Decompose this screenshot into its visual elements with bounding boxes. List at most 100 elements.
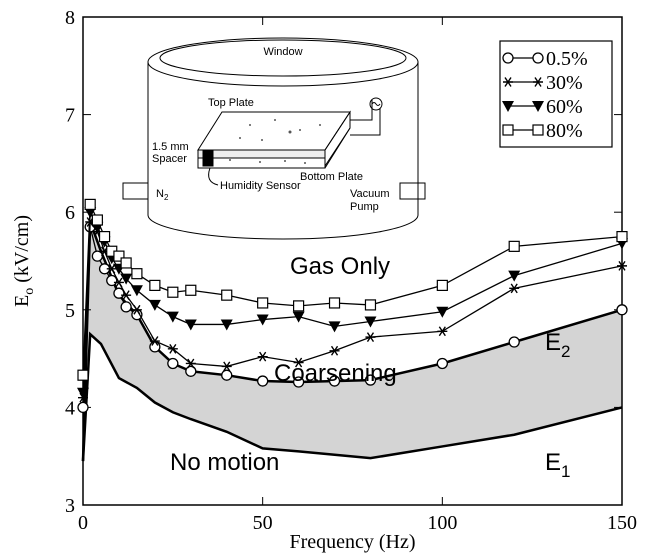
marker bbox=[257, 351, 268, 362]
marker bbox=[77, 401, 89, 414]
marker bbox=[617, 260, 627, 271]
gas-port bbox=[122, 182, 149, 200]
y-label-rest: (kV/cm) bbox=[11, 215, 33, 288]
boundary-label: E1 bbox=[545, 449, 570, 481]
marker bbox=[91, 250, 104, 262]
sensor-arrow bbox=[208, 167, 219, 186]
boundary-label-main: E bbox=[545, 449, 561, 476]
y-label-main: E bbox=[11, 295, 33, 307]
marker bbox=[328, 321, 341, 333]
boundary-label: E2 bbox=[545, 329, 570, 361]
marker bbox=[221, 369, 233, 381]
legend-label: 30% bbox=[546, 72, 583, 94]
x-tick-label: 0 bbox=[78, 512, 88, 534]
legend-marker bbox=[502, 101, 514, 112]
annotation: Gas Only bbox=[290, 253, 390, 280]
marker bbox=[106, 263, 117, 274]
legend-marker bbox=[532, 124, 544, 136]
y-tick-label: 8 bbox=[65, 7, 75, 29]
plot-frame bbox=[82, 16, 623, 506]
x-tick-label: 100 bbox=[427, 512, 457, 534]
marker bbox=[364, 316, 377, 328]
inset-label: N2 bbox=[156, 188, 169, 202]
y-axis-label: Eo (kV/cm) bbox=[11, 215, 37, 307]
inset-label: Vacuum bbox=[350, 188, 390, 200]
inset-labels: Window Top Plate 1.5 mm Spacer Bottom Pl… bbox=[152, 46, 390, 213]
plate-side bbox=[324, 110, 351, 167]
particles bbox=[229, 119, 321, 164]
gas-sub: 2 bbox=[164, 193, 169, 202]
marker bbox=[436, 279, 448, 291]
legend-box bbox=[499, 40, 613, 148]
marker bbox=[508, 240, 520, 252]
marker bbox=[220, 319, 233, 331]
legend-label: 60% bbox=[546, 96, 583, 118]
x-tick-label: 50 bbox=[253, 512, 273, 534]
marker bbox=[436, 357, 448, 370]
marker bbox=[149, 341, 161, 353]
source bbox=[369, 97, 383, 111]
marker bbox=[149, 336, 160, 346]
marker bbox=[120, 301, 132, 313]
marker bbox=[257, 297, 269, 309]
wire bbox=[350, 100, 381, 136]
legend-marker bbox=[502, 52, 514, 64]
marker bbox=[221, 361, 232, 372]
marker bbox=[106, 274, 118, 287]
marker bbox=[167, 357, 179, 370]
marker bbox=[113, 250, 125, 262]
boundary-label-sub: 1 bbox=[561, 462, 570, 481]
inset-label: Bottom Plate bbox=[300, 171, 363, 183]
marker bbox=[167, 343, 178, 354]
marker bbox=[131, 304, 142, 315]
legend-marker bbox=[533, 77, 543, 87]
marker bbox=[508, 270, 521, 282]
marker bbox=[437, 326, 448, 337]
marker bbox=[185, 365, 197, 377]
plate-edge bbox=[197, 149, 326, 159]
marker bbox=[292, 376, 305, 388]
marker bbox=[221, 289, 233, 301]
legend-label: 0.5% bbox=[546, 48, 588, 70]
marker bbox=[616, 304, 628, 316]
top-plate bbox=[197, 111, 351, 151]
spacer bbox=[202, 149, 214, 167]
marker bbox=[185, 284, 197, 296]
marker bbox=[509, 283, 520, 294]
marker bbox=[148, 299, 161, 311]
marker bbox=[91, 214, 103, 226]
marker bbox=[149, 279, 161, 291]
boundary-label-sub: 2 bbox=[561, 342, 570, 361]
marker bbox=[121, 290, 132, 301]
marker bbox=[120, 257, 132, 269]
legend-marker bbox=[532, 101, 544, 112]
boundary-label-main: E bbox=[545, 329, 561, 356]
marker bbox=[113, 277, 124, 288]
legend-marker bbox=[502, 124, 514, 136]
marker bbox=[77, 387, 89, 399]
legend-marker bbox=[503, 77, 513, 87]
marker bbox=[328, 375, 341, 387]
marker bbox=[77, 369, 89, 381]
marker bbox=[365, 332, 376, 343]
inset-label: Humidity Sensor bbox=[220, 180, 301, 192]
marker bbox=[130, 285, 143, 297]
marker bbox=[364, 374, 377, 386]
y-tick-label: 5 bbox=[65, 300, 75, 322]
marker bbox=[166, 311, 179, 323]
marker bbox=[256, 314, 269, 326]
marker bbox=[131, 268, 143, 280]
inset bbox=[122, 37, 426, 240]
gas-main: N bbox=[156, 188, 164, 200]
marker bbox=[364, 299, 377, 311]
marker bbox=[508, 336, 520, 348]
marker bbox=[293, 357, 304, 368]
marker bbox=[292, 311, 305, 323]
marker bbox=[167, 286, 179, 298]
y-tick-label: 6 bbox=[65, 202, 75, 224]
boundary-lower bbox=[81, 331, 623, 462]
marker bbox=[257, 375, 269, 387]
marker bbox=[185, 358, 196, 369]
legend-marker bbox=[532, 52, 544, 64]
marker bbox=[328, 297, 341, 309]
